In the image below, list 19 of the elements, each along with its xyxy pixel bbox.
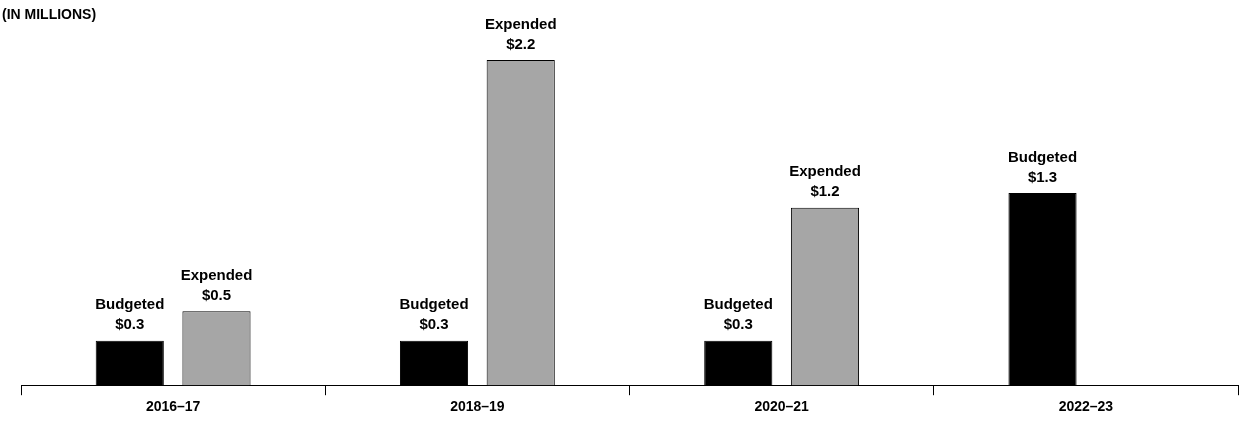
data-label: $0.3 (723, 315, 753, 333)
x-tick-label: 2020–21 (754, 398, 810, 415)
series-label: Expended (789, 162, 861, 180)
text: Budgeted (703, 295, 773, 313)
x-tick-label: 2018–19 (450, 398, 505, 415)
data-label: $2.2 (506, 34, 536, 52)
data-label: $1.2 (810, 182, 840, 200)
y-axis-title: (IN MILLIONS) (2, 6, 97, 22)
text: Budgeted (95, 295, 165, 313)
text: Expended (180, 265, 253, 283)
data-label: $0.3 (419, 315, 449, 333)
text: Expended (484, 14, 557, 32)
data-label: $0.3 (115, 315, 145, 333)
text: Budgeted (399, 295, 469, 313)
x-tick-label: 2016–17 (145, 398, 201, 415)
series-label: Budgeted (1007, 147, 1078, 165)
x-tick-label: 2022–23 (1058, 398, 1114, 415)
data-label: $0.5 (201, 285, 232, 303)
data-label: $1.3 (1027, 167, 1058, 185)
